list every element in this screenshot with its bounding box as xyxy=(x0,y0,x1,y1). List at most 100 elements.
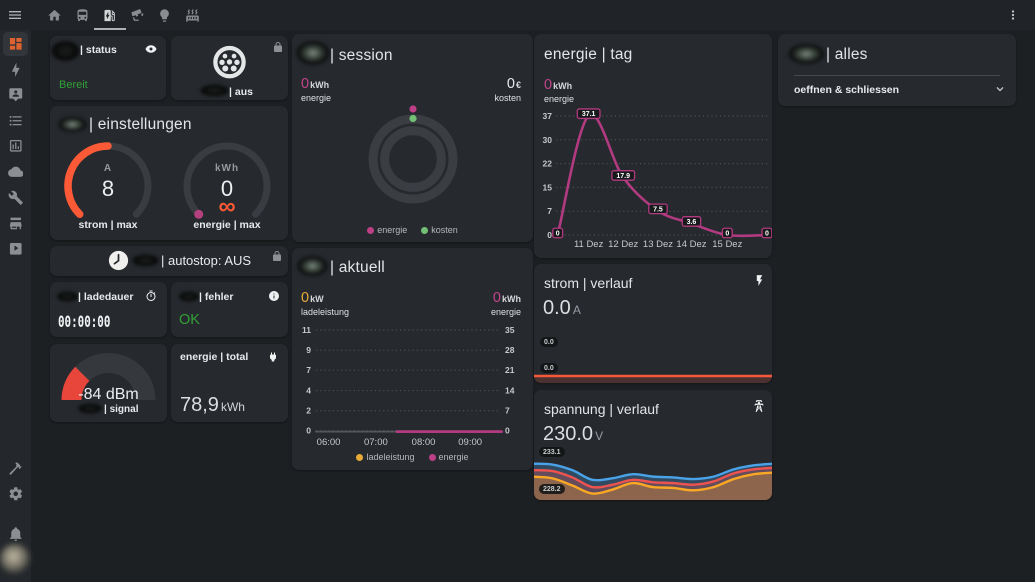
sidebar-item-lightning-bolt-icon[interactable] xyxy=(8,62,24,78)
spannung-max-pill: 233.1 xyxy=(539,447,565,457)
svg-text:12 Dez: 12 Dez xyxy=(608,239,638,250)
charger-plug-card[interactable]: | aus xyxy=(171,36,288,100)
charge-duration-card[interactable]: | ladedauer 00:00:00 xyxy=(50,282,167,337)
svg-text:14: 14 xyxy=(505,386,515,396)
energie-tag-line-chart: 37 30 22 15 7 0 11 Dez 12 Dez 13 Dez 14 Dez 15 Dez… xyxy=(543,108,772,250)
svg-text:11: 11 xyxy=(302,325,311,335)
svg-text:37.1: 37.1 xyxy=(582,111,596,118)
voltage-history-card[interactable]: spannung | verlauf 230.0 V 233.1 228.2 xyxy=(534,390,772,500)
svg-text:7: 7 xyxy=(505,406,510,416)
sidebar-item-view-dashboard-icon[interactable] xyxy=(3,31,28,56)
energie-max-unit: kWh xyxy=(214,163,240,174)
legend-label-ladeleistung: ladeleistung xyxy=(366,452,415,462)
energy-total-card[interactable]: energie | total 78,9 kWh xyxy=(171,344,288,422)
svg-text:22: 22 xyxy=(543,159,553,169)
power-plug-icon xyxy=(267,351,279,363)
svg-text:08:00: 08:00 xyxy=(412,437,436,448)
tab-cctv-icon[interactable] xyxy=(124,0,152,30)
autostop-label: | autostop: AUS xyxy=(161,253,252,268)
view-tabs xyxy=(41,0,206,30)
redacted-entity-name xyxy=(77,403,103,414)
sidebar-item-format-list-bulleted-icon[interactable] xyxy=(8,113,24,129)
energy-per-day-card: energie | tag 0kWh energie 37 30 22 15 7 0 11 … xyxy=(534,34,772,258)
cover-select-label[interactable]: oeffnen & schliessen xyxy=(794,84,900,96)
legend-label-energie: energie xyxy=(438,452,469,462)
sidebar-item-cloud-icon[interactable] xyxy=(7,164,24,180)
alles-card-title: | alles xyxy=(826,46,868,63)
wifi-signal-card[interactable]: -84 dBm | signal xyxy=(50,344,167,422)
aktuell-legend: ladeleistung energie xyxy=(292,452,533,462)
status-card[interactable]: | status Bereit xyxy=(50,36,166,100)
session-card: | session 0kWh energie 0€ kosten energie… xyxy=(292,34,533,242)
sidebar-item-cog-icon[interactable] xyxy=(8,486,24,502)
session-donut-chart xyxy=(368,105,458,204)
svg-text:17.9: 17.9 xyxy=(616,173,630,180)
aktuell-leistung-value: 0 xyxy=(301,290,310,306)
app-header xyxy=(0,0,1035,30)
spannung-verlauf-title: spannung | verlauf xyxy=(544,401,659,417)
legend-label-kosten: kosten xyxy=(431,225,458,235)
sidebar-item-chart-box-icon[interactable] xyxy=(8,138,24,154)
strom-max-gauge-slider[interactable] xyxy=(50,106,288,240)
tab-radiator-icon[interactable] xyxy=(179,0,207,30)
redacted-entity-name xyxy=(199,84,230,97)
ladedauer-value: 00:00:00 xyxy=(58,312,111,331)
svg-text:3.6: 3.6 xyxy=(687,219,697,226)
menu-icon[interactable] xyxy=(7,7,23,23)
sidebar-item-bell-icon[interactable] xyxy=(8,526,24,542)
aktuell-line-chart: 11 35 9 28 7 21 4 14 2 7 0 0 06:00 07:00 08:00 09:00 xyxy=(302,325,515,448)
svg-text:0: 0 xyxy=(556,230,560,237)
chevron-down-icon[interactable] xyxy=(993,82,1007,96)
redacted-entity-name xyxy=(131,254,160,267)
redacted-entity-name xyxy=(178,291,200,302)
svg-text:14 Dez: 14 Dez xyxy=(676,239,706,250)
svg-text:28: 28 xyxy=(505,345,515,355)
lock-icon[interactable] xyxy=(272,41,284,53)
svg-text:0: 0 xyxy=(505,426,510,436)
timer-icon xyxy=(145,290,157,302)
strom-value: 0.0 xyxy=(543,297,571,319)
spannung-unit: V xyxy=(595,429,604,443)
tab-lightbulb-icon[interactable] xyxy=(151,0,179,30)
svg-text:7: 7 xyxy=(306,365,311,375)
flash-icon xyxy=(753,274,766,287)
energie-total-value: 78,9 xyxy=(180,394,219,416)
sidebar-item-wrench-icon[interactable] xyxy=(8,190,24,206)
infinity-symbol: ∞ xyxy=(218,193,236,220)
sidebar-item-hacs-store-icon[interactable] xyxy=(8,215,24,231)
sidebar-item-hammer-icon[interactable] xyxy=(8,461,24,477)
error-status-card[interactable]: | fehler OK xyxy=(171,282,288,337)
tab-car-icon[interactable] xyxy=(69,0,97,30)
tab-home-icon[interactable] xyxy=(41,0,69,30)
autostop-button-card[interactable]: | autostop: AUS xyxy=(50,246,288,276)
select-underline xyxy=(794,75,1000,76)
user-avatar[interactable] xyxy=(0,544,30,574)
energie-max-label: energie | max xyxy=(193,219,261,231)
session-kosten-value: 0 xyxy=(506,76,515,92)
status-value: Bereit xyxy=(59,79,88,91)
eye-icon[interactable] xyxy=(145,43,157,55)
svg-text:0: 0 xyxy=(765,230,769,237)
information-icon xyxy=(268,290,280,302)
settings-card: | einstellungen strom | max energie | ma… xyxy=(50,106,288,240)
sidebar-item-tooltip-account-icon[interactable] xyxy=(8,87,24,103)
svg-text:09:00: 09:00 xyxy=(458,437,482,448)
lock-icon[interactable] xyxy=(271,250,283,262)
svg-text:06:00: 06:00 xyxy=(317,437,341,448)
dots-vertical-icon[interactable] xyxy=(1006,8,1020,22)
tab-ev-station-icon[interactable] xyxy=(93,0,126,30)
legend-dot-energie xyxy=(428,453,436,461)
signal-gauge xyxy=(61,353,156,400)
session-energie-value: 0 xyxy=(301,76,310,92)
svg-text:35: 35 xyxy=(505,325,515,335)
strom-min-pill: 0.0 xyxy=(540,363,558,373)
redacted-entity-name xyxy=(787,43,826,65)
strom-mini-graph xyxy=(534,374,772,383)
spannung-min-pill: 228.2 xyxy=(539,484,565,494)
svg-text:13 Dez: 13 Dez xyxy=(643,239,673,250)
sidebar-item-play-box-icon[interactable] xyxy=(8,241,24,257)
sidebar xyxy=(0,30,31,582)
strom-unit: A xyxy=(572,303,581,317)
current-history-card[interactable]: strom | verlauf 0.0 A 0.0 0.0 xyxy=(534,264,772,383)
legend-label-energie: energie xyxy=(377,225,408,235)
